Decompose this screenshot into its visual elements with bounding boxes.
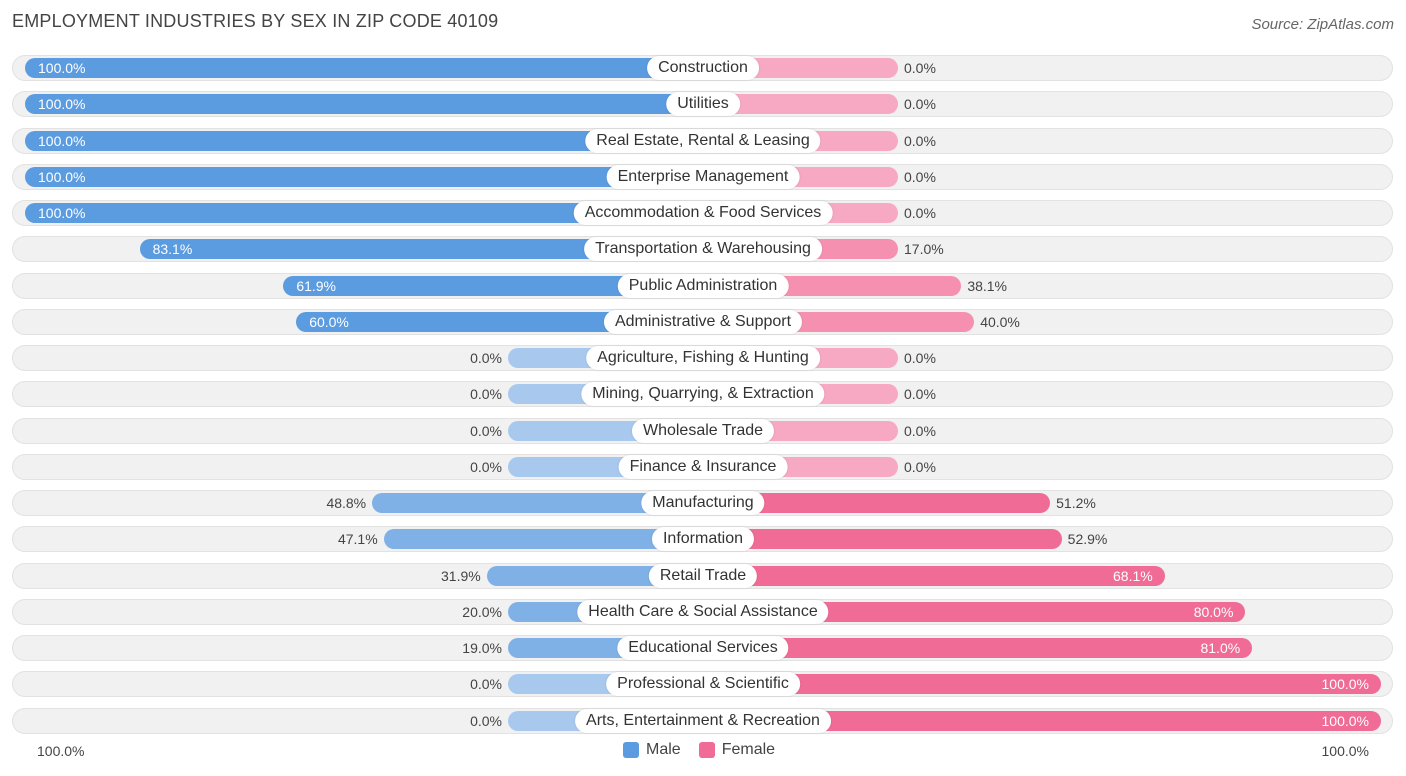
category-label: Accommodation & Food Services [573,201,833,225]
value-label-male: 60.0% [309,313,349,330]
value-label-female: 0.0% [904,422,936,439]
bar-female [703,529,1062,550]
category-label: Mining, Quarrying, & Extraction [581,382,825,407]
value-label-female: 0.0% [904,458,936,475]
category-label: Public Administration [617,273,789,298]
value-label-female: 80.0% [1193,603,1234,620]
value-label-female: 38.1% [967,277,1008,294]
legend-item-female: Female [698,741,776,759]
value-label-female: 100.0% [1321,712,1369,729]
bar-male [25,58,703,78]
value-label-male: 47.1% [337,531,378,548]
bar-female [703,638,1253,658]
value-label-female: 68.1% [1113,567,1153,584]
value-label-female: 0.0% [904,205,936,221]
axis-left-label: 100.0% [37,743,85,759]
value-label-female: 52.9% [1067,531,1108,548]
axis-right-label: 100.0% [1321,743,1369,759]
category-label: Wholesale Trade [631,418,775,443]
category-label: Retail Trade [648,563,758,588]
category-label: Agriculture, Fishing & Hunting [586,346,820,370]
legend-label-male: Male [646,741,681,758]
value-label-male: 0.0% [470,712,502,729]
bar-female [703,493,1051,513]
legend-swatch-male [623,742,639,758]
chart-source: Source: ZipAtlas.com [1251,16,1394,33]
value-label-female: 0.0% [904,60,936,76]
bar-female [703,674,1381,695]
value-label-male: 83.1% [152,241,193,258]
bar-male [283,275,703,296]
bar-male [25,94,703,115]
category-label: Educational Services [617,636,789,660]
value-label-male: 20.0% [462,603,502,620]
value-label-female: 51.2% [1056,495,1096,511]
bar-female [703,601,1246,622]
legend-swatch-female [698,742,715,758]
bar-male [139,239,703,260]
category-label: Health Care & Social Assistance [577,599,829,624]
bar-female [703,565,1165,586]
value-label-male: 0.0% [470,350,502,366]
bar-female [703,94,898,115]
value-label-male: 61.9% [296,277,337,294]
value-label-male: 100.0% [38,96,86,113]
value-label-female: 81.0% [1200,640,1241,656]
category-label: Information [651,527,755,552]
bar-female [703,710,1381,731]
value-label-male: 0.0% [470,386,502,403]
value-label-female: 0.0% [904,168,936,185]
value-label-female: 17.0% [904,241,944,258]
value-label-female: 40.0% [980,313,1020,330]
legend: Male Female [623,741,775,759]
legend-item-male: Male [623,741,681,759]
value-label-male: 100.0% [38,168,86,185]
value-label-female: 0.0% [904,132,936,149]
value-label-male: 100.0% [38,60,86,76]
category-label: Finance & Insurance [618,454,788,479]
category-label: Real Estate, Rental & Leasing [585,128,821,153]
value-label-male: 48.8% [326,495,367,511]
category-label: Professional & Scientific [606,672,800,697]
bar-male [296,311,703,332]
value-label-female: 0.0% [904,96,936,113]
bar-male [25,166,703,187]
bar-male [25,130,703,151]
value-label-male: 100.0% [38,132,86,149]
category-label: Enterprise Management [606,164,800,189]
value-label-male: 31.9% [441,567,481,584]
bar-male [25,203,703,223]
value-label-female: 0.0% [904,350,936,366]
chart-title: EMPLOYMENT INDUSTRIES BY SEX IN ZIP CODE… [12,11,499,31]
value-label-female: 0.0% [904,386,936,403]
bar-male [372,493,703,513]
value-label-male: 0.0% [470,676,502,693]
category-label: Manufacturing [641,491,765,515]
category-label: Transportation & Warehousing [584,237,822,262]
category-label: Arts, Entertainment & Recreation [575,708,831,733]
category-label: Utilities [666,92,740,117]
bar-male [383,529,703,550]
value-label-female: 100.0% [1321,676,1369,693]
category-label: Construction [647,56,759,80]
value-label-male: 0.0% [470,422,502,439]
value-label-male: 0.0% [470,458,502,475]
legend-label-female: Female [721,741,776,758]
value-label-male: 100.0% [38,205,86,221]
category-label: Administrative & Support [603,309,803,334]
value-label-male: 19.0% [462,640,502,656]
